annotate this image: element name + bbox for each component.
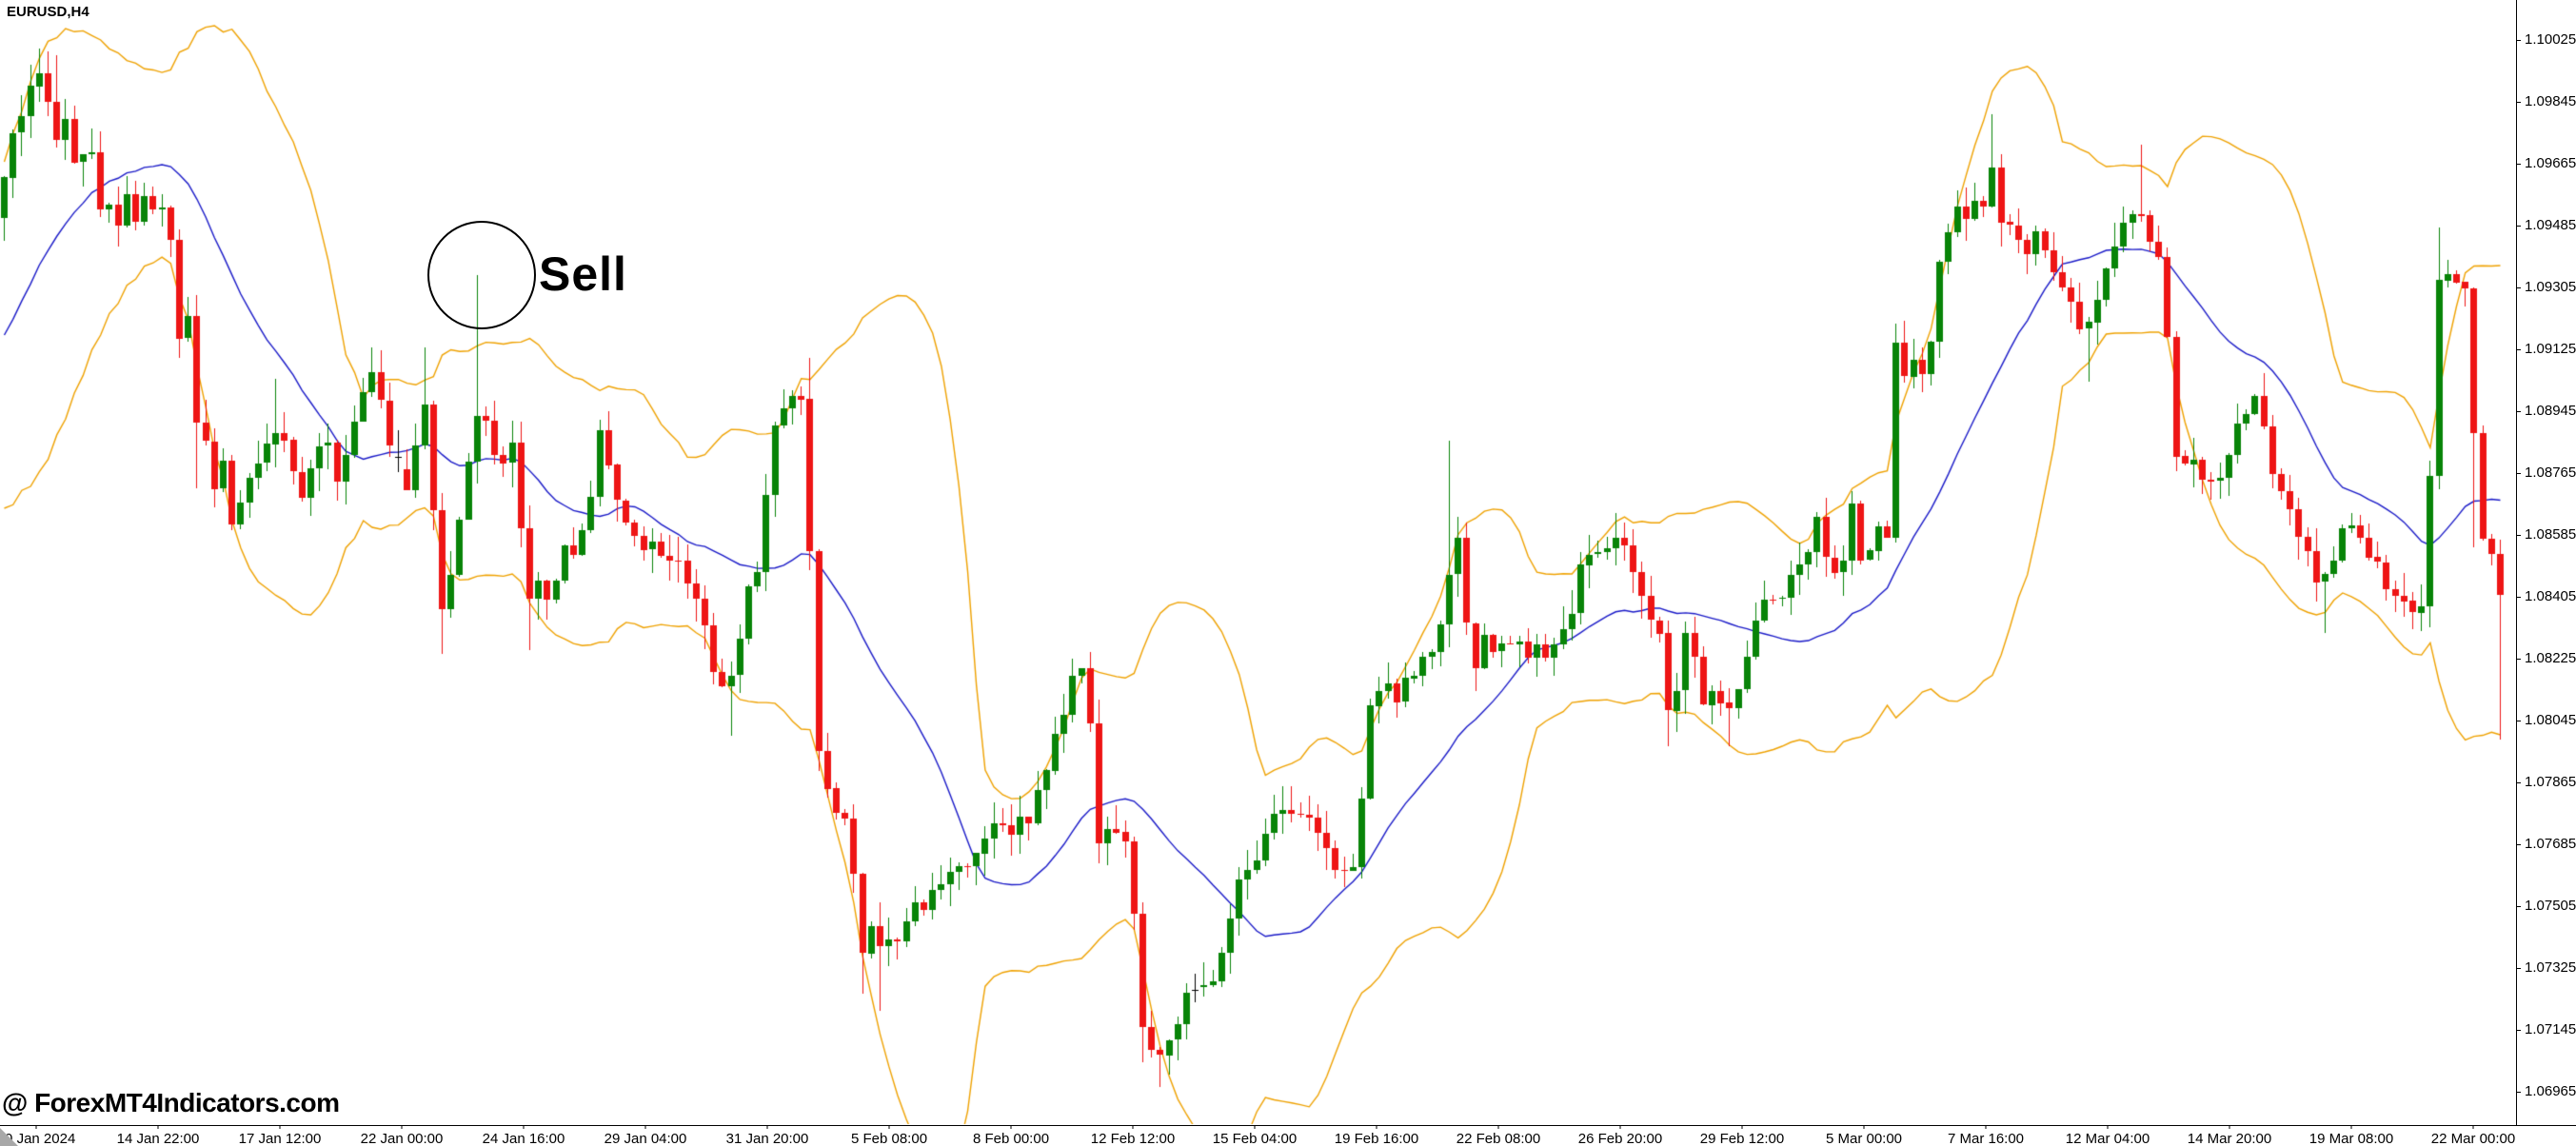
price-tick-mark: [2516, 473, 2521, 474]
time-tick-label: 22 Jan 00:00: [360, 1131, 444, 1146]
price-tick-label: 1.10025: [2525, 31, 2576, 48]
price-tick-label: 1.07505: [2525, 898, 2576, 914]
price-tick-label: 1.07685: [2525, 836, 2576, 852]
time-tick-mark: [2107, 1125, 2109, 1129]
time-tick-label: 5 Mar 00:00: [1825, 1131, 1903, 1146]
price-axis[interactable]: 1.10025 1.09845 1.09665 1.09485 1.09305 1.091…: [2516, 0, 2576, 1146]
price-tick-label: 1.08945: [2525, 403, 2576, 419]
price-tick-mark: [2516, 349, 2521, 350]
time-tick-label: 19 Feb 16:00: [1334, 1131, 1419, 1146]
time-tick-label: 14 Mar 20:00: [2187, 1131, 2272, 1146]
time-tick-mark: [1863, 1125, 1865, 1129]
time-tick-mark: [279, 1125, 281, 1129]
time-tick-mark: [1010, 1125, 1012, 1129]
price-tick-label: 1.08225: [2525, 650, 2576, 666]
time-tick-mark: [1254, 1125, 1256, 1129]
time-tick-mark: [888, 1125, 890, 1129]
time-tick-label: 12 Mar 04:00: [2065, 1131, 2150, 1146]
price-tick-mark: [2516, 40, 2521, 41]
price-tick-mark: [2516, 1030, 2521, 1031]
price-tick-label: 1.06965: [2525, 1083, 2576, 1099]
time-tick-mark: [2350, 1125, 2352, 1129]
time-axis[interactable]: 10 Jan 2024 14 Jan 22:00 17 Jan 12:00 22 Ja…: [0, 1125, 2576, 1146]
time-tick-label: 26 Feb 20:00: [1577, 1131, 1663, 1146]
price-tick-mark: [2516, 1092, 2521, 1093]
time-tick-label: 12 Feb 12:00: [1090, 1131, 1176, 1146]
time-tick-label: 29 Jan 04:00: [604, 1131, 687, 1146]
price-tick-label: 1.07325: [2525, 959, 2576, 976]
price-tick-label: 1.08405: [2525, 588, 2576, 604]
price-tick-label: 1.08585: [2525, 526, 2576, 543]
price-tick-label: 1.09665: [2525, 155, 2576, 171]
price-tick-label: 1.09305: [2525, 279, 2576, 295]
time-tick-mark: [1132, 1125, 1134, 1129]
price-tick-mark: [2516, 164, 2521, 165]
price-tick-label: 1.09845: [2525, 93, 2576, 109]
price-tick-label: 1.08765: [2525, 464, 2576, 481]
time-tick-mark: [766, 1125, 768, 1129]
price-tick-mark: [2516, 659, 2521, 660]
price-tick-mark: [2516, 411, 2521, 412]
time-tick-mark: [1985, 1125, 1987, 1129]
time-tick-label: 29 Feb 12:00: [1699, 1131, 1785, 1146]
price-tick-mark: [2516, 597, 2521, 598]
price-tick-mark: [2516, 287, 2521, 288]
symbol-timeframe-label: EURUSD,H4: [7, 4, 89, 20]
time-tick-label: 24 Jan 16:00: [482, 1131, 565, 1146]
price-tick-label: 1.08045: [2525, 712, 2576, 728]
time-tick-label: 31 Jan 20:00: [725, 1131, 809, 1146]
price-tick-mark: [2516, 102, 2521, 103]
price-tick-mark: [2516, 906, 2521, 907]
time-tick-label: 17 Jan 12:00: [238, 1131, 322, 1146]
corner-wedge-decoration: [0, 1128, 18, 1146]
price-tick-mark: [2516, 782, 2521, 783]
price-tick-mark: [2516, 968, 2521, 969]
time-tick-label: 10 Jan 2024: [0, 1131, 76, 1146]
time-tick-label: 22 Feb 08:00: [1456, 1131, 1541, 1146]
time-axis-line: [0, 1125, 2576, 1126]
time-tick-mark: [523, 1125, 525, 1129]
price-tick-label: 1.07865: [2525, 774, 2576, 790]
time-tick-mark: [2472, 1125, 2474, 1129]
price-tick-mark: [2516, 535, 2521, 536]
time-tick-label: 8 Feb 00:00: [972, 1131, 1050, 1146]
sell-signal-circle: [427, 221, 536, 329]
time-tick-label: 19 Mar 08:00: [2308, 1131, 2394, 1146]
time-tick-label: 22 Mar 00:00: [2430, 1131, 2516, 1146]
price-axis-line: [2516, 0, 2517, 1126]
time-tick-label: 7 Mar 16:00: [1947, 1131, 2025, 1146]
price-tick-mark: [2516, 844, 2521, 845]
watermark-text: @ ForexMT4Indicators.com: [2, 1088, 340, 1117]
price-tick-label: 1.09485: [2525, 217, 2576, 233]
price-tick-mark: [2516, 226, 2521, 227]
time-tick-mark: [1741, 1125, 1743, 1129]
time-tick-label: 5 Feb 08:00: [850, 1131, 928, 1146]
price-tick-label: 1.09125: [2525, 341, 2576, 357]
time-tick-mark: [1619, 1125, 1621, 1129]
time-tick-mark: [35, 1125, 37, 1129]
time-tick-mark: [1497, 1125, 1499, 1129]
time-tick-label: 14 Jan 22:00: [116, 1131, 200, 1146]
sell-annotation-label: Sell: [539, 247, 627, 301]
time-tick-mark: [401, 1125, 403, 1129]
time-tick-label: 15 Feb 04:00: [1212, 1131, 1298, 1146]
time-tick-mark: [157, 1125, 159, 1129]
time-tick-mark: [644, 1125, 646, 1129]
price-tick-label: 1.07145: [2525, 1021, 2576, 1037]
time-tick-mark: [2229, 1125, 2230, 1129]
